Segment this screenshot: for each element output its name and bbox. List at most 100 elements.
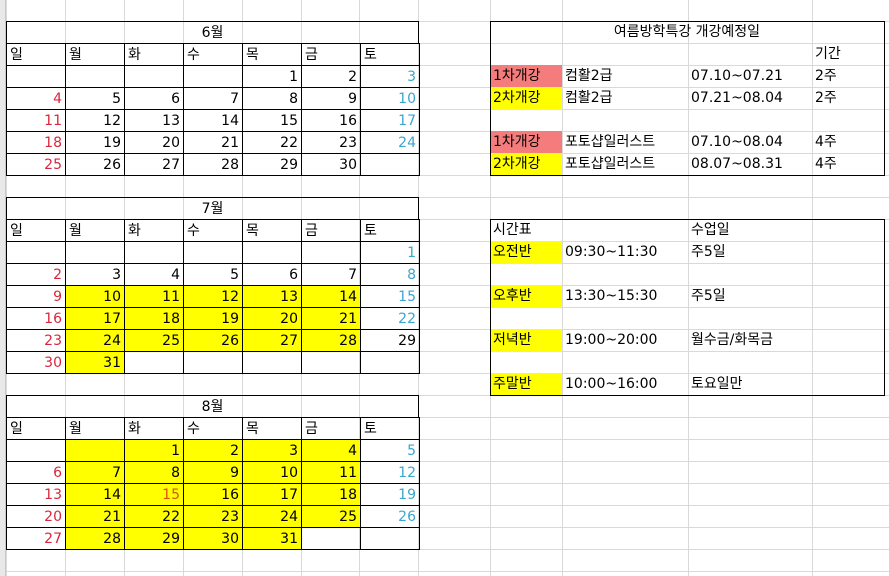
weekday-header[interactable]: 수 bbox=[183, 43, 243, 66]
class-time[interactable]: 10:00~16:00 bbox=[565, 376, 658, 392]
weekday-header[interactable]: 토 bbox=[360, 219, 420, 242]
calendar-day-cell[interactable]: 3 bbox=[65, 263, 125, 286]
course-period[interactable]: 4주 bbox=[815, 156, 837, 172]
calendar-day-cell[interactable]: 9 bbox=[6, 285, 66, 308]
class-days[interactable]: 주5일 bbox=[691, 244, 726, 260]
calendar-day-cell[interactable]: 5 bbox=[65, 87, 125, 110]
calendar-day-cell[interactable] bbox=[301, 351, 361, 374]
calendar-day-cell[interactable]: 16 bbox=[301, 109, 361, 132]
weekday-header[interactable]: 토 bbox=[360, 417, 420, 440]
calendar-day-cell[interactable]: 14 bbox=[301, 285, 361, 308]
period-header[interactable]: 기간 bbox=[815, 46, 841, 62]
calendar-day-cell[interactable]: 12 bbox=[183, 285, 243, 308]
calendar-day-cell[interactable] bbox=[65, 65, 125, 88]
calendar-day-cell[interactable]: 27 bbox=[124, 153, 184, 176]
calendar-day-cell[interactable]: 20 bbox=[124, 131, 184, 154]
weekday-header[interactable]: 일 bbox=[6, 219, 66, 242]
weekday-header[interactable]: 토 bbox=[360, 43, 420, 66]
calendar-title[interactable]: 8월 bbox=[6, 395, 419, 418]
calendar-day-cell[interactable]: 4 bbox=[124, 263, 184, 286]
calendar-day-cell[interactable]: 26 bbox=[360, 505, 420, 528]
course-dates[interactable]: 07.10~07.21 bbox=[691, 68, 783, 84]
calendar-day-cell[interactable]: 13 bbox=[6, 483, 66, 506]
calendar-day-cell[interactable]: 20 bbox=[242, 307, 302, 330]
weekday-header[interactable]: 화 bbox=[124, 417, 184, 440]
calendar-day-cell[interactable] bbox=[301, 527, 361, 550]
calendar-day-cell[interactable]: 23 bbox=[6, 329, 66, 352]
weekday-header[interactable]: 금 bbox=[301, 43, 361, 66]
calendar-title[interactable]: 6월 bbox=[6, 21, 419, 44]
calendar-day-cell[interactable]: 27 bbox=[6, 527, 66, 550]
calendar-day-cell[interactable]: 9 bbox=[301, 87, 361, 110]
calendar-day-cell[interactable]: 21 bbox=[301, 307, 361, 330]
calendar-day-cell[interactable]: 3 bbox=[360, 65, 420, 88]
calendar-day-cell[interactable] bbox=[183, 241, 243, 264]
calendar-day-cell[interactable]: 24 bbox=[65, 329, 125, 352]
calendar-day-cell[interactable]: 22 bbox=[360, 307, 420, 330]
class-name-label[interactable]: 주말반 bbox=[490, 373, 562, 396]
calendar-day-cell[interactable] bbox=[183, 65, 243, 88]
calendar-day-cell[interactable]: 12 bbox=[360, 461, 420, 484]
weekday-header[interactable]: 목 bbox=[242, 43, 302, 66]
calendar-day-cell[interactable] bbox=[6, 241, 66, 264]
calendar-day-cell[interactable]: 14 bbox=[183, 109, 243, 132]
calendar-day-cell[interactable]: 12 bbox=[65, 109, 125, 132]
calendar-day-cell[interactable]: 15 bbox=[124, 483, 184, 506]
calendar-day-cell[interactable]: 6 bbox=[6, 461, 66, 484]
weekday-header[interactable]: 목 bbox=[242, 219, 302, 242]
calendar-day-cell[interactable]: 25 bbox=[6, 153, 66, 176]
calendar-day-cell[interactable]: 6 bbox=[124, 87, 184, 110]
calendar-day-cell[interactable]: 16 bbox=[183, 483, 243, 506]
calendar-day-cell[interactable]: 29 bbox=[360, 329, 420, 352]
calendar-day-cell[interactable]: 17 bbox=[65, 307, 125, 330]
timetable-header[interactable]: 시간표 bbox=[493, 222, 532, 238]
calendar-day-cell[interactable]: 19 bbox=[360, 483, 420, 506]
course-round-label[interactable]: 1차개강 bbox=[490, 131, 562, 154]
calendar-day-cell[interactable]: 13 bbox=[242, 285, 302, 308]
weekday-header[interactable]: 월 bbox=[65, 417, 125, 440]
class-time[interactable]: 09:30~11:30 bbox=[565, 244, 658, 260]
calendar-day-cell[interactable]: 3 bbox=[242, 439, 302, 462]
course-name[interactable]: 포토샵일러스트 bbox=[565, 134, 656, 150]
calendar-day-cell[interactable]: 21 bbox=[65, 505, 125, 528]
calendar-day-cell[interactable]: 19 bbox=[65, 131, 125, 154]
calendar-day-cell[interactable]: 30 bbox=[6, 351, 66, 374]
calendar-day-cell[interactable]: 29 bbox=[124, 527, 184, 550]
calendar-day-cell[interactable]: 11 bbox=[6, 109, 66, 132]
calendar-day-cell[interactable]: 8 bbox=[124, 461, 184, 484]
calendar-day-cell[interactable] bbox=[183, 351, 243, 374]
class-name-label[interactable]: 저녁반 bbox=[490, 329, 562, 352]
calendar-day-cell[interactable]: 14 bbox=[65, 483, 125, 506]
calendar-day-cell[interactable]: 23 bbox=[183, 505, 243, 528]
weekday-header[interactable]: 일 bbox=[6, 43, 66, 66]
course-period[interactable]: 2주 bbox=[815, 90, 837, 106]
calendar-day-cell[interactable]: 25 bbox=[301, 505, 361, 528]
weekday-header[interactable]: 수 bbox=[183, 219, 243, 242]
calendar-day-cell[interactable]: 26 bbox=[183, 329, 243, 352]
calendar-day-cell[interactable]: 10 bbox=[65, 285, 125, 308]
calendar-day-cell[interactable]: 8 bbox=[360, 263, 420, 286]
calendar-day-cell[interactable]: 28 bbox=[65, 527, 125, 550]
class-name-label[interactable]: 오전반 bbox=[490, 241, 562, 264]
course-name[interactable]: 컴활2급 bbox=[565, 68, 613, 84]
calendar-day-cell[interactable]: 16 bbox=[6, 307, 66, 330]
weekday-header[interactable]: 화 bbox=[124, 43, 184, 66]
calendar-day-cell[interactable]: 30 bbox=[301, 153, 361, 176]
course-period[interactable]: 2주 bbox=[815, 68, 837, 84]
course-round-label[interactable]: 2차개강 bbox=[490, 153, 562, 176]
weekday-header[interactable]: 수 bbox=[183, 417, 243, 440]
calendar-title[interactable]: 7월 bbox=[6, 197, 419, 220]
calendar-day-cell[interactable]: 1 bbox=[242, 65, 302, 88]
calendar-day-cell[interactable]: 22 bbox=[124, 505, 184, 528]
calendar-day-cell[interactable] bbox=[124, 241, 184, 264]
calendar-day-cell[interactable]: 24 bbox=[242, 505, 302, 528]
calendar-day-cell[interactable]: 7 bbox=[301, 263, 361, 286]
row-header-strip[interactable] bbox=[0, 0, 6, 576]
calendar-day-cell[interactable]: 11 bbox=[124, 285, 184, 308]
calendar-day-cell[interactable]: 27 bbox=[242, 329, 302, 352]
calendar-day-cell[interactable]: 18 bbox=[6, 131, 66, 154]
calendar-day-cell[interactable]: 4 bbox=[6, 87, 66, 110]
calendar-day-cell[interactable]: 5 bbox=[183, 263, 243, 286]
course-round-label[interactable]: 1차개강 bbox=[490, 65, 562, 88]
calendar-day-cell[interactable]: 25 bbox=[124, 329, 184, 352]
